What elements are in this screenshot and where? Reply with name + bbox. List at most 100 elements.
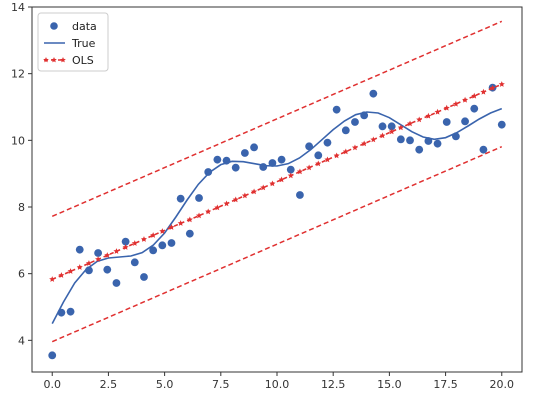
ols-marker [351,144,359,151]
ols-marker [67,268,74,274]
ols-marker [131,240,138,246]
ols-marker [480,88,487,95]
ols-marker [471,92,478,99]
true-curve [51,107,503,325]
data-point [176,194,185,203]
data-point [378,122,387,131]
data-point [240,149,249,157]
ols-marker [58,272,65,278]
ols-band-upper-line [51,20,503,218]
legend-marker-data [50,22,58,30]
legend: data True OLS [37,12,109,72]
ols-marker [186,216,193,223]
legend-markers-ols [43,57,66,63]
data-point [250,143,258,152]
data-point [286,165,295,174]
ols-marker [159,228,166,234]
data-point [479,145,488,154]
ols-marker [296,168,303,175]
x-tick-label: 5.0 [156,378,174,391]
ols-marker [269,180,276,187]
ols-marker [342,148,349,155]
ols-marker [95,256,102,262]
data-point [231,163,240,172]
data-point [497,120,506,129]
data-point [396,135,405,144]
data-point [387,122,396,131]
ols-marker [122,244,129,250]
legend-marker-ols [43,57,49,63]
x-tick-label: 2.5 [100,378,118,391]
x-tick-label: 15.0 [377,378,402,391]
ols-marker [241,192,248,199]
ols-marker [489,84,496,91]
x-tick-label: 20.0 [490,378,515,391]
data-point [332,105,341,114]
data-point [323,138,332,147]
y-tick-label: 14 [11,1,25,14]
data-point [296,191,304,199]
ols-marker [49,276,56,282]
ols-marker [452,100,459,107]
ols-marker [434,108,441,115]
y-tick-label: 6 [18,268,25,281]
data-point [195,194,203,202]
data-point [213,155,222,164]
data-point [406,136,414,145]
ols-marker [104,252,111,258]
data-point [140,273,148,281]
data-point [94,249,103,257]
ols-marker [260,184,267,191]
data-point [369,89,378,98]
data-point [470,104,479,113]
ols-marker [388,128,395,135]
ols-marker [379,132,386,139]
data-point [48,351,57,360]
x-tick-label: 17.5 [433,378,458,391]
data-point [433,139,442,148]
ols-marker [214,204,221,211]
data-point [121,237,130,246]
y-tick-label: 4 [18,334,25,347]
data-point [66,307,75,316]
ols-marker [76,264,83,270]
y-tick-label: 8 [18,201,25,214]
ols-marker [443,104,450,111]
ols-marker [177,220,184,226]
ols-marker [232,196,239,203]
plot-area [48,20,506,360]
x-tick-label: 7.5 [212,378,230,391]
data-point [149,246,158,255]
data-point [341,126,350,135]
ols-marker [278,176,285,183]
legend-label-ols: OLS [72,54,94,67]
legend-label-true: True [71,37,96,50]
ols-marker [150,232,157,238]
ols-marker [287,172,294,179]
ols-marker [361,140,368,147]
x-tick-label: 0.0 [43,378,61,391]
data-point [103,265,112,274]
ols-marker [397,124,404,131]
data-point [185,229,194,238]
ols-marker [416,116,423,123]
data-point [415,145,424,154]
ols-marker [113,248,120,254]
x-axis: 0.0 2.5 5.0 7.5 10.0 12.5 15.0 17.5 20.0 [43,372,514,391]
ols-band-lower-line [51,145,503,343]
ols-marker [195,212,203,219]
y-tick-label: 10 [11,134,25,147]
data-point [167,239,176,247]
x-tick-label: 10.0 [265,378,290,391]
ols-marker [223,200,230,207]
ols-marker [370,136,377,143]
data-point [277,155,286,164]
data-point [351,118,359,126]
ols-marker [333,152,340,159]
data-point [75,245,84,254]
ols-marker [251,188,258,195]
ols-marker [462,96,469,103]
legend-marker-ols [51,57,57,63]
data-point [130,258,139,267]
